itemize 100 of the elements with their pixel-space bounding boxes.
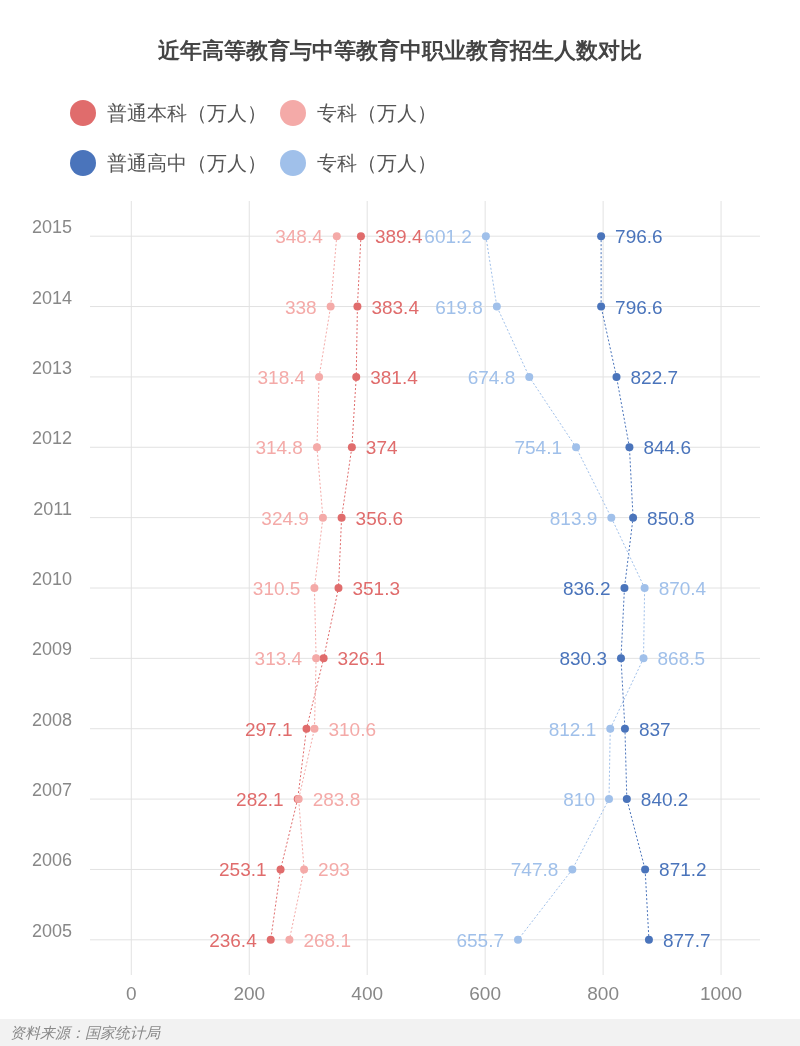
point (481, 232, 490, 241)
y-tick-label: 2007 (31, 780, 72, 801)
data-label: 348.4 (275, 226, 324, 248)
data-label: 351.3 (352, 578, 401, 599)
data-label: 338 (284, 296, 317, 318)
point (315, 372, 324, 381)
chart-title: 近年高等教育与中等教育中职业教育招生人数对比 (157, 38, 642, 63)
point (612, 372, 621, 381)
point (607, 513, 616, 522)
point (312, 443, 321, 452)
data-label: 796.6 (615, 296, 663, 318)
point (319, 654, 328, 663)
data-label: 314.8 (255, 437, 303, 459)
data-label: 326.1 (337, 648, 386, 670)
data-label: 813.9 (549, 507, 598, 529)
point (353, 302, 362, 311)
data-label: 870.4 (658, 578, 707, 599)
point (622, 795, 631, 804)
y-tick-label: 2009 (31, 639, 72, 660)
y-tick-label: 2008 (31, 709, 72, 730)
legend-label: 普通本科（万人） (107, 102, 267, 124)
data-label: 236.4 (209, 929, 258, 951)
data-label: 310.6 (328, 718, 377, 740)
data-label: 844.6 (643, 437, 691, 459)
data-label: 282.1 (236, 789, 284, 811)
point (568, 865, 577, 874)
x-tick-label: 600 (469, 983, 502, 1004)
x-tick-label: 200 (233, 983, 266, 1004)
point (492, 302, 501, 311)
data-label: 674.8 (467, 366, 516, 388)
point (597, 302, 606, 311)
y-tick-label: 2011 (33, 498, 72, 519)
point (347, 443, 356, 452)
point (276, 865, 285, 874)
data-label: 810 (563, 789, 596, 811)
point (337, 513, 346, 522)
y-tick-label: 2012 (31, 428, 72, 449)
point (302, 724, 311, 733)
point (616, 654, 625, 663)
text: 资料来源：国家统计局 (10, 1024, 161, 1041)
data-label: 871.2 (659, 859, 707, 881)
point (620, 724, 629, 733)
data-label: 812.1 (548, 718, 597, 740)
data-label: 374 (365, 437, 398, 459)
y-tick-label: 2006 (31, 850, 72, 871)
data-label: 293 (318, 859, 350, 881)
data-label: 796.6 (615, 226, 663, 248)
x-tick-label: 1000 (699, 983, 743, 1004)
x-tick-label: 400 (351, 983, 384, 1004)
legend-label: 普通高中（万人） (107, 152, 267, 174)
point (310, 584, 319, 592)
point (332, 232, 341, 241)
x-tick-label: 0 (126, 983, 137, 1004)
y-tick-label: 2014 (31, 287, 72, 308)
data-label: 868.5 (657, 648, 706, 670)
point (641, 865, 650, 874)
point (620, 584, 629, 592)
data-label: 754.1 (514, 437, 563, 459)
point (644, 935, 653, 944)
y-tick-label: 2015 (31, 217, 72, 238)
data-label: 830.3 (559, 648, 607, 670)
data-label: 297.1 (244, 718, 293, 740)
data-label: 850.8 (647, 507, 695, 529)
point (300, 865, 309, 874)
data-label: 283.8 (312, 789, 361, 811)
point (625, 443, 634, 452)
data-label: 601.2 (424, 226, 472, 248)
point (285, 935, 294, 944)
data-label: 389.4 (374, 226, 423, 248)
point (312, 654, 321, 663)
data-label: 383.4 (371, 296, 420, 318)
point (310, 724, 319, 733)
point (525, 372, 534, 381)
data-label: 840.2 (640, 789, 689, 811)
data-label: 310.5 (252, 578, 301, 599)
point (605, 795, 614, 804)
data-label: 356.6 (355, 507, 404, 529)
data-label: 313.4 (254, 648, 303, 670)
y-tick-label: 2005 (31, 920, 72, 941)
data-label: 381.4 (370, 366, 419, 388)
x-tick-label: 800 (587, 983, 619, 1004)
data-label: 318.4 (257, 366, 306, 388)
point (356, 232, 365, 241)
point (639, 654, 648, 663)
point (572, 443, 581, 452)
data-label: 747.8 (510, 859, 559, 881)
data-label: 836.2 (562, 578, 611, 599)
point (318, 513, 327, 522)
data-label: 655.7 (456, 929, 505, 951)
legend-label: 专科（万人） (317, 102, 437, 124)
data-label: 268.1 (303, 929, 351, 951)
point (326, 302, 335, 311)
data-label: 877.7 (662, 929, 711, 951)
point (514, 935, 523, 944)
point (629, 513, 638, 522)
point (352, 372, 361, 381)
legend-label: 专科（万人） (317, 152, 437, 174)
data-label: 619.8 (435, 296, 483, 318)
data-label: 837 (638, 718, 671, 740)
data-label: 253.1 (219, 859, 267, 881)
